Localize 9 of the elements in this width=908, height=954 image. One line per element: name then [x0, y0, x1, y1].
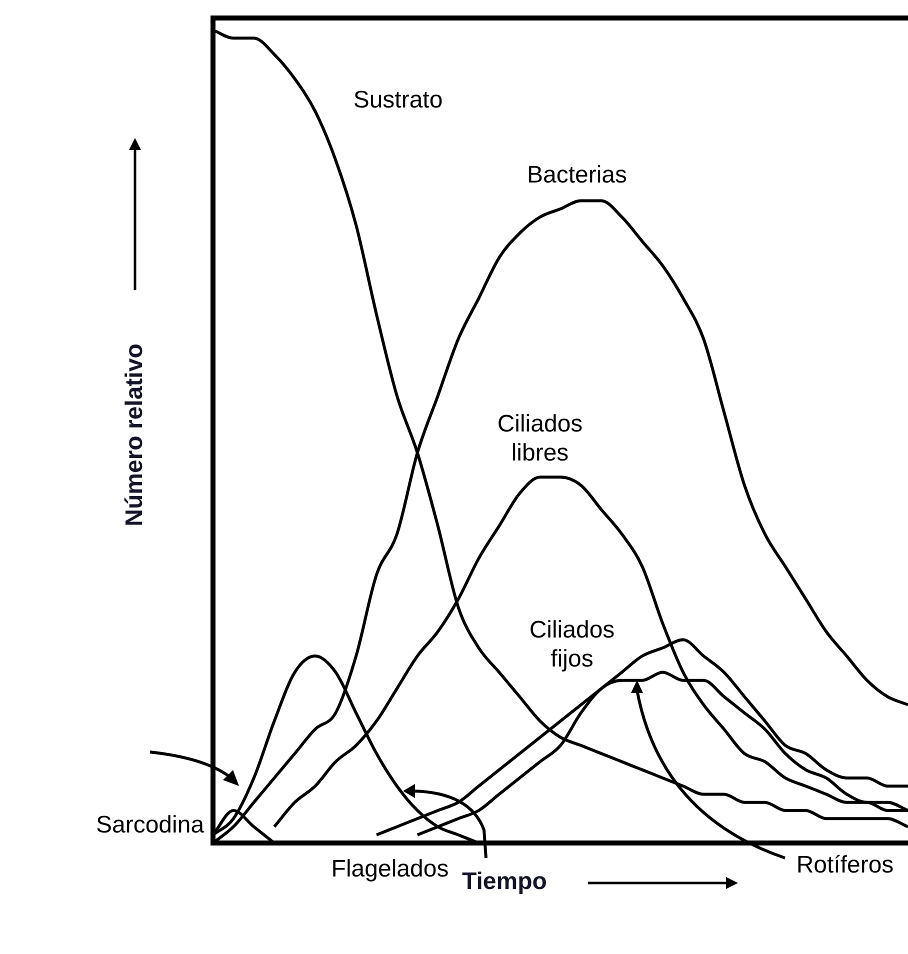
- series-label: Ciliados fijos: [529, 616, 615, 673]
- series-label: Flagelados: [331, 856, 449, 883]
- series-label: Bacterias: [526, 162, 628, 189]
- series-label: Sustrato: [353, 86, 443, 114]
- x-axis-title: Tiempo: [462, 868, 547, 896]
- series-label: Sarcodina: [96, 812, 205, 839]
- series-label: Ciliados libres: [497, 410, 583, 467]
- series-label: Rotíferos: [796, 852, 894, 879]
- y-axis-title: Número relativo: [121, 344, 149, 526]
